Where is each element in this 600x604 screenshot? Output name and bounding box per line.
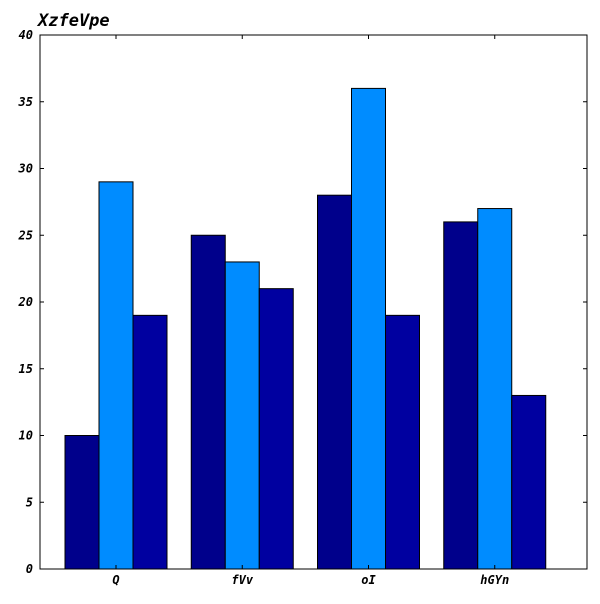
chart-title: XzfeVpe xyxy=(36,11,110,31)
bar-hGYn-series-2 xyxy=(477,208,513,570)
y-tick-label: 15 xyxy=(19,362,33,376)
bar-hGYn-series-1 xyxy=(443,221,479,570)
bar-hGYn-series-3 xyxy=(511,394,547,570)
y-tick-label: 0 xyxy=(26,562,33,576)
x-tick-label: Q xyxy=(112,573,119,587)
y-tick-label: 20 xyxy=(18,295,33,309)
bar-fVv-series-3 xyxy=(258,288,294,570)
bar-oI-series-3 xyxy=(385,314,420,570)
x-tick-label: oI xyxy=(361,573,376,587)
x-tick-label: fVv xyxy=(231,573,253,587)
bars-layer xyxy=(64,87,547,570)
bar-oI-series-1 xyxy=(317,194,352,570)
bar-Q-series-2 xyxy=(98,181,134,570)
y-tick-label: 30 xyxy=(18,162,33,176)
y-tick-label: 10 xyxy=(19,429,33,443)
y-tick-label: 5 xyxy=(26,495,33,509)
bar-fVv-series-1 xyxy=(190,234,226,570)
y-tick-label: 25 xyxy=(18,228,33,242)
y-tick-label: 40 xyxy=(19,28,33,42)
plot-frame xyxy=(39,34,588,570)
bar-fVv-series-2 xyxy=(224,261,260,570)
bar-Q-series-1 xyxy=(64,435,100,570)
bar-Q-series-3 xyxy=(132,314,168,570)
y-tick-label: 35 xyxy=(18,95,33,109)
bar-oI-series-2 xyxy=(351,87,386,570)
x-tick-label: hGYn xyxy=(480,573,509,587)
